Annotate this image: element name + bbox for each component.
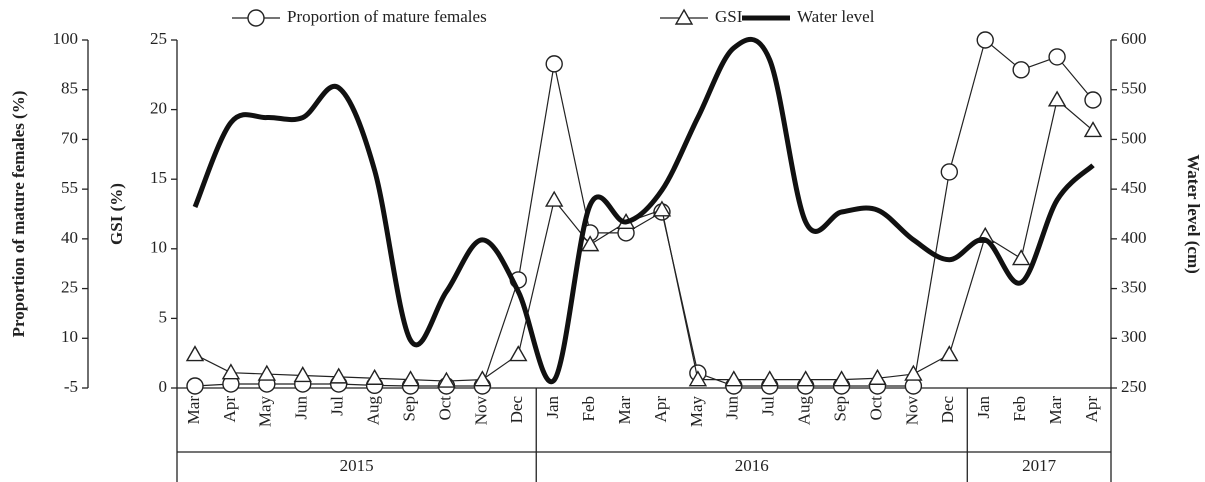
x-tick-label: Sep	[830, 396, 849, 422]
y-tick-label: 100	[53, 29, 79, 48]
x-tick-label: Jul	[328, 396, 347, 416]
legend-label: GSI	[715, 7, 743, 26]
y2-tick-label: 0	[159, 377, 168, 396]
x-tick-label: Apr	[651, 396, 670, 423]
y-tick-label: 25	[61, 277, 78, 296]
y3-tick-label: 600	[1121, 29, 1147, 48]
marker	[832, 370, 851, 387]
x-tick-label: Jun	[723, 396, 742, 420]
y-axis-title: Proportion of mature females (%)	[9, 91, 28, 338]
x-tick-label: Dec	[938, 396, 957, 424]
marker	[724, 370, 744, 387]
y-tick-label: 85	[61, 79, 78, 98]
y-tick-label: 70	[61, 128, 78, 147]
marker	[247, 9, 265, 27]
marker	[760, 370, 779, 387]
marker	[1047, 90, 1067, 107]
marker	[544, 190, 564, 207]
x-tick-label: Jun	[292, 396, 311, 420]
y2-tick-label: 5	[159, 307, 168, 326]
y-tick-label: 40	[61, 228, 78, 247]
marker	[580, 235, 600, 252]
water-line	[192, 36, 1095, 385]
x-tick-label: Oct	[435, 396, 454, 421]
y3-axis-title: Water level (cm)	[1184, 154, 1203, 274]
marker	[186, 377, 204, 395]
x-tick-label: Apr	[1082, 396, 1101, 423]
y3-tick-label: 300	[1121, 327, 1147, 346]
marker	[976, 31, 994, 49]
marker	[545, 55, 563, 73]
marker	[940, 163, 959, 181]
x-tick-label: Feb	[579, 396, 598, 422]
marker	[1012, 61, 1030, 79]
marker	[185, 345, 205, 362]
x-tick-label: Aug	[795, 396, 814, 426]
marker	[1011, 249, 1031, 266]
y3-tick-label: 450	[1121, 178, 1147, 197]
marker	[652, 200, 672, 217]
y3-tick-label: 500	[1121, 128, 1147, 147]
marker	[674, 8, 694, 25]
marker	[473, 370, 492, 387]
marker	[688, 370, 708, 387]
marker	[1083, 121, 1103, 138]
x-tick-label: Jan	[543, 396, 562, 419]
x-tick-label: Mar	[615, 396, 634, 425]
x-tick-label: Apr	[220, 396, 239, 423]
y3-tick-label: 400	[1121, 228, 1147, 247]
marker	[1084, 91, 1102, 109]
marker	[329, 367, 348, 384]
x-tick-label: Jan	[974, 396, 993, 419]
legend-label: Proportion of mature females	[287, 7, 487, 26]
x-tick-label: May	[687, 396, 706, 428]
x-tick-label: Sep	[399, 396, 418, 422]
x-tick-label: Mar	[184, 396, 203, 425]
y-tick-label: -5	[64, 377, 78, 396]
y-tick-label: 10	[61, 327, 78, 346]
marker	[293, 366, 312, 383]
y2-tick-label: 10	[150, 238, 167, 257]
y2-tick-label: 25	[150, 29, 167, 48]
marker	[221, 363, 241, 380]
x-tick-label: Nov	[902, 396, 921, 426]
y-tick-label: 55	[61, 178, 78, 197]
x-tick-label: Dec	[507, 396, 526, 424]
x-group-label: 2015	[340, 456, 374, 475]
y3-tick-label: 550	[1121, 79, 1147, 98]
marker	[940, 345, 959, 362]
x-tick-label: Oct	[866, 396, 885, 421]
x-tick-label: Feb	[1010, 396, 1029, 422]
y3-tick-label: 250	[1121, 377, 1147, 396]
marker	[1048, 48, 1066, 66]
marker	[868, 368, 887, 385]
x-tick-label: Jul	[759, 396, 778, 416]
y2-axis-title: GSI (%)	[107, 183, 126, 245]
x-group-label: 2016	[735, 456, 769, 475]
series-line	[194, 98, 1094, 382]
x-tick-label: Mar	[1046, 396, 1065, 425]
marker	[904, 364, 923, 381]
x-tick-label: Aug	[364, 396, 383, 426]
x-group-label: 2017	[1022, 456, 1057, 475]
x-tick-label: Nov	[471, 396, 490, 426]
legend-label: Water level	[797, 7, 875, 26]
marker	[365, 368, 384, 385]
x-tick-label: May	[256, 396, 275, 428]
y2-tick-label: 15	[150, 168, 167, 187]
marker	[509, 345, 528, 362]
marker	[401, 370, 420, 387]
y2-tick-label: 20	[150, 99, 167, 118]
marker	[257, 364, 277, 381]
marker	[796, 370, 815, 387]
y3-tick-label: 350	[1121, 277, 1147, 296]
marker	[437, 371, 456, 388]
